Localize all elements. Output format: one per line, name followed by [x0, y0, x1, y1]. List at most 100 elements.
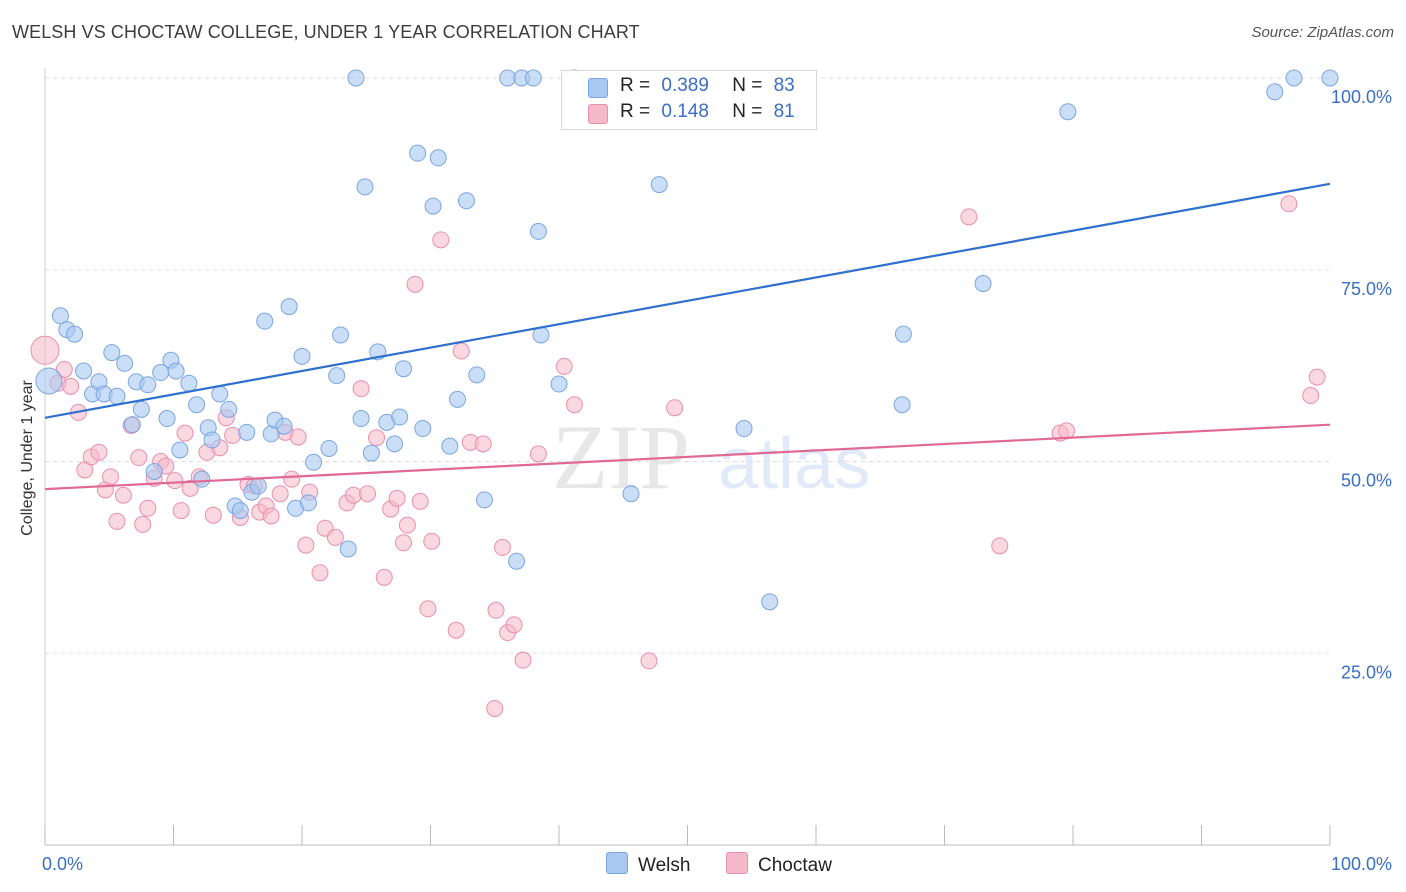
- welsh-point: [356, 178, 374, 196]
- welsh-legend-swatch: [606, 852, 628, 874]
- welsh-point: [211, 385, 229, 403]
- welsh-point: [441, 437, 459, 455]
- choctaw-point: [114, 486, 132, 504]
- choctaw-point: [1302, 387, 1320, 405]
- welsh-point: [139, 376, 157, 394]
- choctaw-point: [1058, 422, 1076, 440]
- choctaw-point: [514, 651, 532, 669]
- y-tick-label: 75.0%: [1341, 279, 1392, 299]
- welsh-point: [145, 462, 163, 480]
- welsh-point: [332, 326, 350, 344]
- welsh-r-label: R =: [620, 75, 651, 96]
- welsh-point: [193, 470, 211, 488]
- choctaw-point: [486, 699, 504, 717]
- welsh-point: [256, 312, 274, 330]
- welsh-point: [339, 540, 357, 558]
- welsh-point: [123, 416, 141, 434]
- choctaw-point: [991, 537, 1009, 555]
- welsh-point: [448, 390, 466, 408]
- welsh-point: [352, 410, 370, 428]
- x-tick-label: 0.0%: [42, 854, 83, 874]
- welsh-point: [116, 354, 134, 372]
- welsh-point: [650, 176, 668, 194]
- welsh-point: [231, 502, 249, 520]
- choctaw-point: [487, 601, 505, 619]
- legend-item-welsh: Welsh: [606, 852, 690, 877]
- welsh-point: [386, 435, 404, 453]
- welsh-point: [305, 453, 323, 471]
- watermark-atlas: atlas: [718, 424, 870, 504]
- welsh-point: [362, 444, 380, 462]
- welsh-point: [171, 441, 189, 459]
- welsh-point: [66, 325, 84, 343]
- trend-lines: [44, 182, 1331, 491]
- choctaw-point: [474, 435, 492, 453]
- choctaw-legend-label: Choctaw: [758, 855, 832, 876]
- choctaw-point: [388, 489, 406, 507]
- welsh-point: [220, 400, 238, 418]
- choctaw-point: [493, 538, 511, 556]
- tick-labels: 25.0% 50.0% 75.0% 100.0% 0.0% 100.0%: [42, 87, 1392, 874]
- choctaw-point: [406, 275, 424, 293]
- choctaw-swatch: [588, 104, 608, 124]
- choctaw-point: [432, 231, 450, 249]
- welsh-point: [529, 222, 547, 240]
- choctaw-point: [344, 486, 362, 504]
- choctaw-point: [352, 380, 370, 398]
- welsh-r-value: 0.389: [661, 75, 709, 96]
- choctaw-point: [176, 424, 194, 442]
- welsh-point: [1321, 69, 1339, 87]
- choctaw-point: [395, 534, 413, 552]
- choctaw-point: [505, 616, 523, 634]
- choctaw-point: [419, 600, 437, 618]
- choctaw-point: [262, 507, 280, 525]
- choctaw-point: [224, 426, 242, 444]
- welsh-legend-label: Welsh: [638, 855, 691, 876]
- welsh-point: [1059, 103, 1077, 121]
- welsh-point: [508, 552, 526, 570]
- choctaw-point: [565, 396, 583, 414]
- choctaw-point: [555, 357, 573, 375]
- choctaw-point: [452, 342, 470, 360]
- welsh-point: [299, 494, 317, 512]
- welsh-point: [108, 387, 126, 405]
- choctaw-point: [1280, 195, 1298, 213]
- welsh-n-value: 83: [773, 75, 795, 96]
- welsh-point: [414, 420, 432, 438]
- welsh-point: [424, 197, 442, 215]
- welsh-point: [167, 362, 185, 380]
- choctaw-point: [960, 208, 978, 226]
- welsh-point: [468, 366, 486, 384]
- welsh-point: [550, 375, 568, 393]
- welsh-points: [35, 69, 1339, 611]
- choctaw-point: [297, 536, 315, 554]
- welsh-point: [328, 367, 346, 385]
- choctaw-point: [166, 472, 184, 490]
- choctaw-point: [108, 512, 126, 530]
- welsh-point: [761, 593, 779, 611]
- choctaw-point: [447, 621, 465, 639]
- welsh-point: [409, 144, 427, 162]
- choctaw-trend-line: [44, 423, 1331, 491]
- choctaw-point: [130, 449, 148, 467]
- welsh-point: [132, 400, 150, 418]
- welsh-point: [457, 192, 475, 210]
- choctaw-point: [375, 568, 393, 586]
- choctaw-n-label: N =: [732, 101, 763, 122]
- welsh-point: [158, 410, 176, 428]
- choctaw-point: [640, 652, 658, 670]
- welsh-point: [35, 367, 63, 395]
- choctaw-point: [102, 468, 120, 486]
- welsh-point: [974, 275, 992, 293]
- choctaw-n-value: 81: [773, 101, 795, 122]
- welsh-point: [180, 374, 198, 392]
- choctaw-point: [181, 479, 199, 497]
- welsh-point: [622, 485, 640, 503]
- welsh-point: [103, 344, 121, 362]
- choctaw-r-value: 0.148: [661, 101, 709, 122]
- choctaw-point: [134, 515, 152, 533]
- chart-title: WELSH VS CHOCTAW COLLEGE, UNDER 1 YEAR C…: [12, 22, 640, 42]
- choctaw-point: [139, 499, 157, 517]
- welsh-point: [524, 69, 542, 87]
